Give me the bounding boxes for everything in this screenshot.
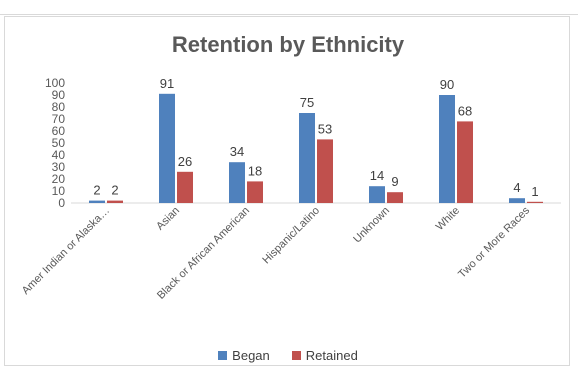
data-label-retained: 9 <box>391 174 398 189</box>
y-tick-label: 10 <box>52 184 66 198</box>
category-label: White <box>434 205 462 233</box>
y-tick-label: 60 <box>52 124 66 138</box>
data-label-began: 91 <box>160 76 174 91</box>
y-tick-label: 80 <box>52 100 66 114</box>
top-strip <box>0 0 578 15</box>
bar-retained <box>107 200 123 203</box>
data-label-began: 2 <box>93 183 100 198</box>
bar-began <box>369 186 385 203</box>
y-tick-label: 20 <box>52 172 66 186</box>
bar-began <box>509 198 525 203</box>
chart-frame: Retention by Ethnicity 0 10 20 30 40 50 60 70 80… <box>4 16 570 366</box>
legend-swatch-began <box>218 351 228 360</box>
data-label-retained: 53 <box>318 121 332 136</box>
bar-began <box>229 162 245 203</box>
y-tick-label: 0 <box>58 196 65 210</box>
data-label-retained: 2 <box>111 183 118 198</box>
bar-retained <box>527 201 543 203</box>
data-label-began: 14 <box>370 168 384 183</box>
bar-began <box>89 200 105 203</box>
bar-began <box>159 93 175 203</box>
data-label-retained: 1 <box>531 184 538 199</box>
legend-item-began: Began <box>218 348 270 363</box>
category-label: Amer Indian or Alaska… <box>20 205 112 297</box>
bar-retained <box>387 192 403 203</box>
y-tick-label: 100 <box>45 76 65 90</box>
data-label-retained: 18 <box>248 163 262 178</box>
data-label-retained: 68 <box>458 103 472 118</box>
data-label-began: 4 <box>513 180 520 195</box>
category-label: Two or More Races <box>456 204 532 280</box>
y-tick-label: 40 <box>52 148 66 162</box>
data-label-began: 90 <box>440 77 454 92</box>
legend-label-began: Began <box>232 348 270 363</box>
category-label: Hispanic/Latino <box>260 205 322 267</box>
y-tick-label: 70 <box>52 112 66 126</box>
bar-retained <box>457 121 473 203</box>
bar-retained <box>317 139 333 203</box>
category-label: Unknown <box>351 205 392 246</box>
bar-began <box>439 95 455 203</box>
legend-swatch-retained <box>291 351 301 360</box>
chart-title: Retention by Ethnicity <box>171 32 405 57</box>
data-label-retained: 26 <box>178 154 192 169</box>
category-label: Asian <box>154 205 182 233</box>
data-label-began: 34 <box>230 144 244 159</box>
bar-retained <box>177 171 193 203</box>
chart-legend: Began Retained <box>5 348 571 363</box>
y-tick-label: 50 <box>52 136 66 150</box>
y-tick-label: 90 <box>52 88 66 102</box>
bar-began <box>299 113 315 203</box>
legend-label-retained: Retained <box>305 348 358 363</box>
bar-retained <box>247 181 263 203</box>
legend-item-retained: Retained <box>291 348 358 363</box>
y-tick-label: 30 <box>52 160 66 174</box>
data-label-began: 75 <box>300 95 314 110</box>
